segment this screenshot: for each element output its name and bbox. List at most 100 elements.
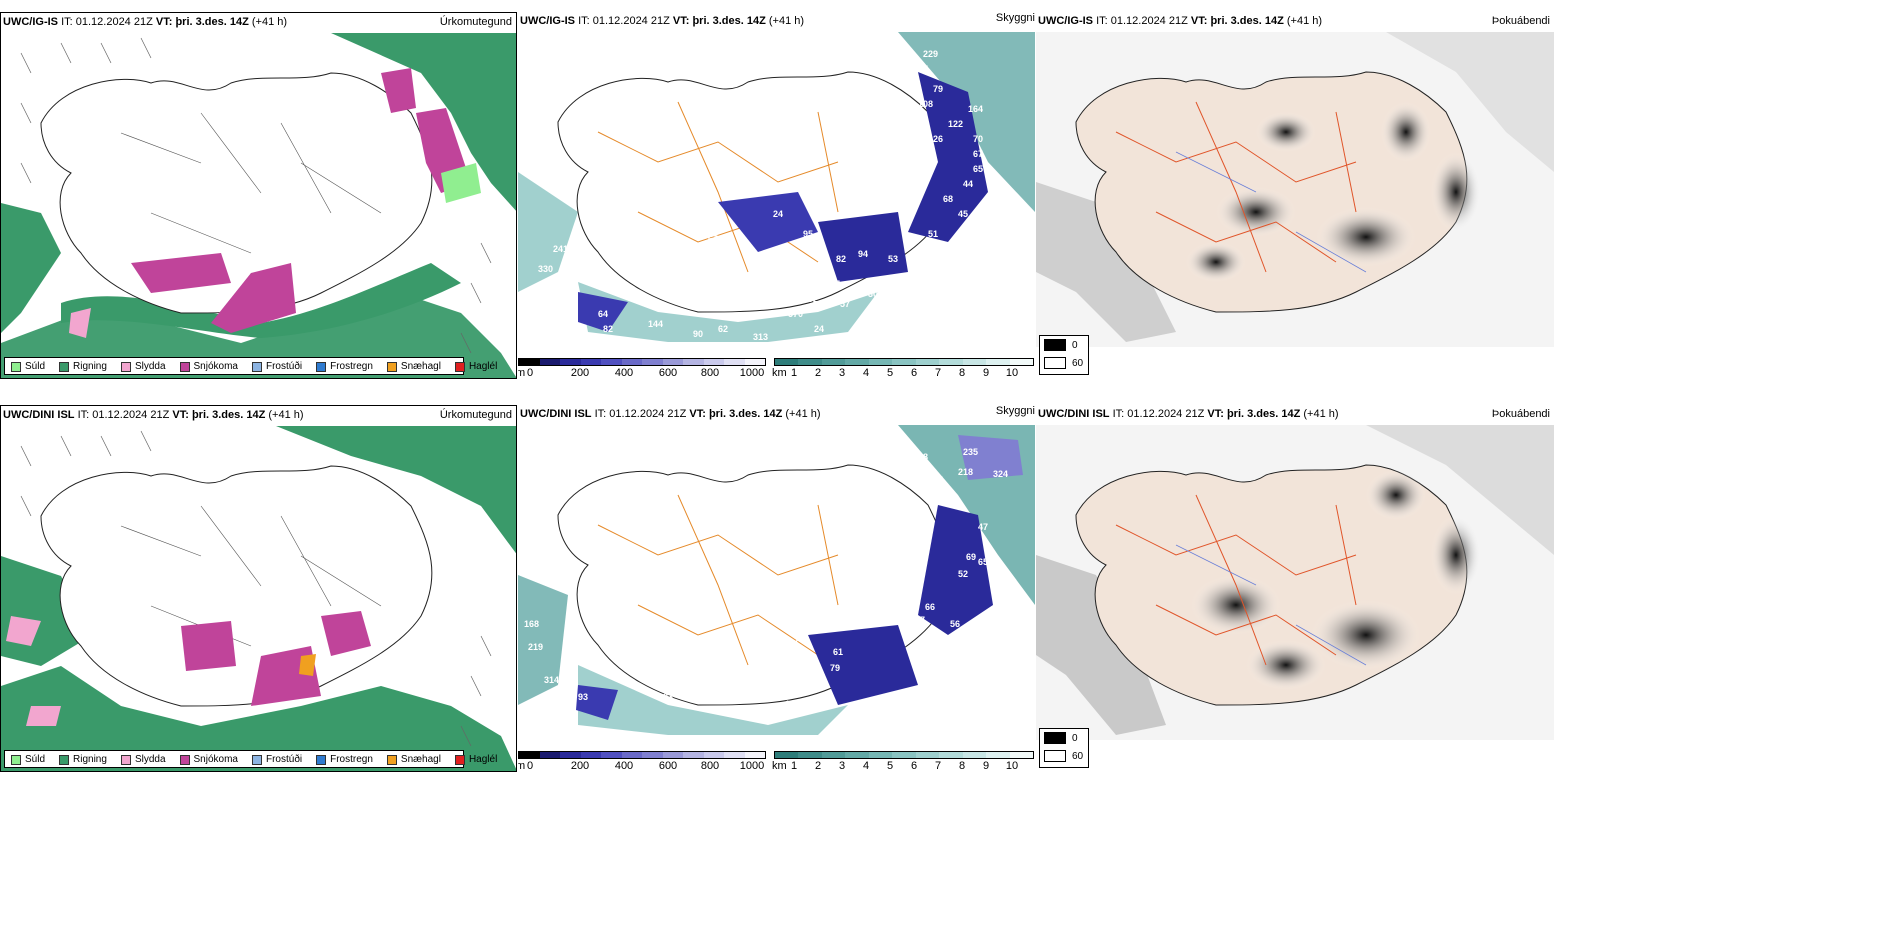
svg-text:47: 47 xyxy=(918,64,928,74)
svg-text:47: 47 xyxy=(978,522,988,532)
svg-text:314: 314 xyxy=(544,675,559,685)
svg-text:82: 82 xyxy=(603,324,613,334)
svg-text:62: 62 xyxy=(718,324,728,334)
svg-text:204: 204 xyxy=(753,254,768,264)
cloudbase-tick: 1000 xyxy=(739,760,765,772)
cloudbase-colorbar-strip xyxy=(518,358,766,366)
svg-text:92: 92 xyxy=(808,294,818,304)
svg-text:81: 81 xyxy=(898,104,908,114)
panel-header: UWC/DINI ISL IT: 01.12.2024 21Z VT: þri.… xyxy=(3,409,304,421)
svg-text:110: 110 xyxy=(883,459,898,469)
panel-precip-type-igis: UWC/IG-IS IT: 01.12.2024 21Z VT: þri. 3.… xyxy=(0,12,517,379)
visibility-colorbar: 1 2 3 4 5 6 7 8 9 10 km xyxy=(772,751,1034,772)
svg-text:235: 235 xyxy=(963,447,978,457)
svg-text:218: 218 xyxy=(958,467,973,477)
visibility-tick: 2 xyxy=(814,760,822,772)
panel-header: UWC/IG-IS IT: 01.12.2024 21Z VT: þri. 3.… xyxy=(520,15,805,27)
visibility-tick: 3 xyxy=(838,760,846,772)
svg-text:164: 164 xyxy=(968,104,983,114)
legend-item-rigning: Rigning xyxy=(59,754,107,765)
panel-precip-type-dini: UWC/DINI ISL IT: 01.12.2024 21Z VT: þri.… xyxy=(0,405,517,772)
legend-item-slydda: Slydda xyxy=(120,754,166,765)
svg-text:65: 65 xyxy=(978,557,988,567)
svg-text:52: 52 xyxy=(958,569,968,579)
panel-fog-dini: UWC/DINI ISL IT: 01.12.2024 21Z VT: þri.… xyxy=(1036,405,1554,772)
legend-item-slydda: Slydda xyxy=(120,361,166,372)
legend-item-frostregn: Frostregn xyxy=(316,361,373,372)
svg-text:97: 97 xyxy=(830,279,840,289)
fog-legend-item-60: 60 xyxy=(1040,354,1088,372)
svg-text:69: 69 xyxy=(966,552,976,562)
svg-text:219: 219 xyxy=(528,642,543,652)
svg-text:56: 56 xyxy=(950,619,960,629)
cloudbase-tick: 200 xyxy=(570,367,590,379)
visibility-colorbar: 1 2 3 4 5 6 7 8 9 10 km xyxy=(772,358,1034,379)
svg-text:108: 108 xyxy=(918,99,933,109)
svg-text:24: 24 xyxy=(773,209,783,219)
cloudbase-tick: 0 xyxy=(526,760,534,772)
fog-index-map xyxy=(1036,425,1554,740)
svg-text:90: 90 xyxy=(693,329,703,339)
panel-visibility-igis: 229 47 79 108 81 40 27 26 164 122 70 67 … xyxy=(518,12,1035,379)
svg-text:45: 45 xyxy=(958,209,968,219)
legend-item-sudl: Súld xyxy=(11,754,45,765)
panel-title: Úrkomutegund xyxy=(439,16,512,28)
legend-item-frostudi: Frostúði xyxy=(251,754,302,765)
svg-text:61: 61 xyxy=(833,647,843,657)
svg-text:67: 67 xyxy=(915,615,925,625)
visibility-tick: 4 xyxy=(862,367,870,379)
legend-item-snjokoma: Snjókoma xyxy=(179,361,238,372)
svg-text:64: 64 xyxy=(746,708,756,718)
visibility-unit: km xyxy=(772,760,787,772)
legend-item-sudl: Súld xyxy=(11,361,45,372)
svg-text:51: 51 xyxy=(928,627,938,637)
svg-text:241: 241 xyxy=(553,244,568,254)
svg-text:420: 420 xyxy=(718,632,733,642)
visibility-tick: 2 xyxy=(814,367,822,379)
visibility-tick: 10 xyxy=(1005,760,1019,772)
visibility-tick: 7 xyxy=(934,760,942,772)
cloudbase-tick: 200 xyxy=(570,760,590,772)
visibility-map: 235 218 324 68 110 73 77 127 47 69 25 52… xyxy=(518,425,1035,735)
visibility-map: 229 47 79 108 81 40 27 26 164 122 70 67 … xyxy=(518,32,1035,342)
visibility-tick: 6 xyxy=(910,367,918,379)
cloudbase-colorbar: 0 200 400 600 800 1000 m xyxy=(518,358,766,379)
cloudbase-unit: m xyxy=(518,760,526,772)
cloudbase-tick: 600 xyxy=(658,367,678,379)
visibility-colorbar-strip xyxy=(774,751,1034,759)
svg-text:94: 94 xyxy=(858,249,868,259)
visibility-tick: 8 xyxy=(958,367,966,379)
svg-text:68: 68 xyxy=(943,194,953,204)
svg-text:66: 66 xyxy=(925,602,935,612)
legend-item-snjokoma: Snjókoma xyxy=(179,754,238,765)
svg-text:144: 144 xyxy=(648,319,663,329)
svg-text:324: 324 xyxy=(993,469,1008,479)
fog-legend-item-0: 0 xyxy=(1040,336,1088,354)
svg-text:44: 44 xyxy=(963,179,973,189)
fog-index-map xyxy=(1036,32,1554,347)
svg-text:95: 95 xyxy=(803,229,813,239)
visibility-tick: 3 xyxy=(838,367,846,379)
svg-text:122: 122 xyxy=(948,119,963,129)
cloudbase-colorbar: 0 200 400 600 800 1000 m xyxy=(518,751,766,772)
visibility-tick: 6 xyxy=(910,760,918,772)
precip-legend: Súld Rigning Slydda Snjókoma Frostúði Fr… xyxy=(4,357,497,375)
panel-header: UWC/IG-IS IT: 01.12.2024 21Z VT: þri. 3.… xyxy=(3,16,288,28)
svg-text:93: 93 xyxy=(578,692,588,702)
svg-text:65: 65 xyxy=(973,164,983,174)
svg-text:127: 127 xyxy=(828,512,843,522)
svg-text:67: 67 xyxy=(973,149,983,159)
panel-title: Skyggni xyxy=(995,12,1035,24)
cloudbase-tick: 600 xyxy=(658,760,678,772)
precip-type-map xyxy=(1,33,516,378)
fog-legend-item-0: 0 xyxy=(1040,729,1088,747)
svg-text:27: 27 xyxy=(903,139,913,149)
visibility-unit: km xyxy=(772,367,787,379)
fog-legend: 0 60 xyxy=(1039,335,1089,375)
visibility-tick: 9 xyxy=(982,367,990,379)
svg-text:39: 39 xyxy=(793,634,803,644)
svg-text:87: 87 xyxy=(658,302,668,312)
cloudbase-tick: 400 xyxy=(614,760,634,772)
visibility-tick: 5 xyxy=(886,367,894,379)
cloudbase-colorbar-strip xyxy=(518,751,766,759)
